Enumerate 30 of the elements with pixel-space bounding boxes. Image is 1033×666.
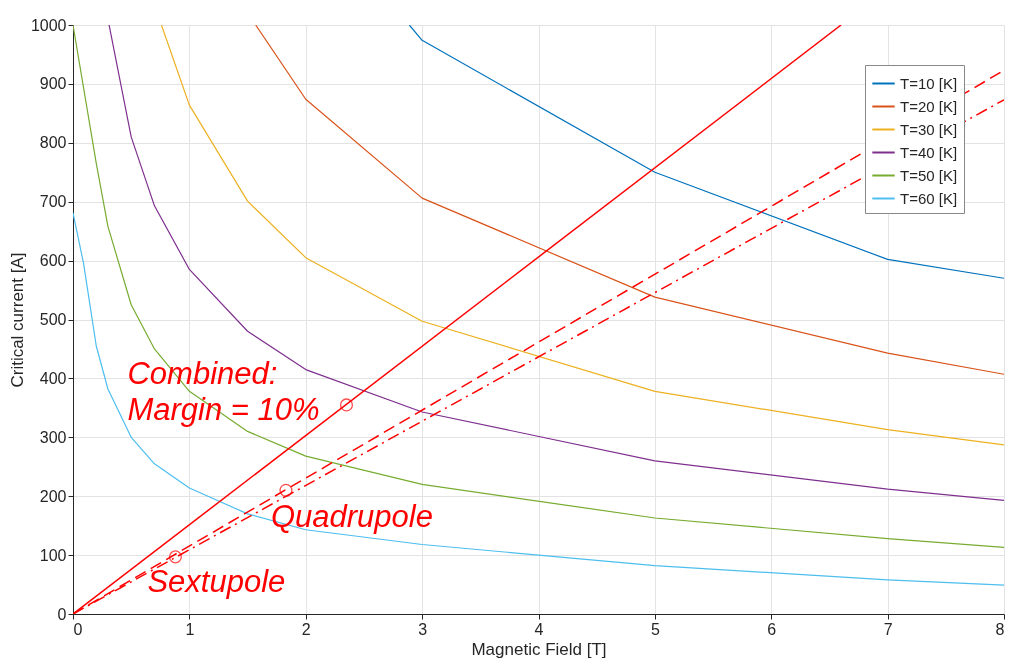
y-tick-label: 700: [39, 193, 67, 211]
legend-label: T=50 [K]: [900, 166, 958, 184]
y-tick-label: 900: [39, 75, 67, 93]
legend-label: T=40 [K]: [900, 143, 958, 161]
legend-label: T=30 [K]: [900, 120, 958, 138]
x-tick-label: 7: [883, 620, 893, 638]
legend-label: T=10 [K]: [900, 74, 958, 92]
y-tick-label: 400: [39, 369, 67, 387]
legend-label: T=20 [K]: [900, 97, 958, 115]
y-axis-title: Critical current [A]: [7, 252, 27, 388]
y-tick-label: 100: [39, 546, 67, 564]
x-tick-label: 3: [418, 620, 428, 638]
x-tick-label: 6: [767, 620, 777, 638]
y-tick-label: 300: [39, 428, 67, 446]
y-tick-label: 200: [39, 487, 67, 505]
y-tick-label: 1000: [30, 16, 67, 34]
x-tick-label: 0: [73, 620, 83, 638]
x-tick-label: 5: [650, 620, 660, 638]
x-tick-label: 1: [185, 620, 195, 638]
x-tick-label: 2: [301, 620, 311, 638]
annotation: Sextupole: [147, 563, 286, 599]
annotation: Quadrupole: [270, 499, 433, 535]
x-tick-label: 8: [995, 620, 1005, 638]
x-tick-label: 4: [534, 620, 544, 638]
y-tick-label: 600: [39, 252, 67, 270]
legend-label: T=60 [K]: [900, 189, 958, 207]
x-axis-title: Magnetic Field [T]: [471, 639, 607, 659]
y-tick-label: 800: [39, 134, 67, 152]
y-tick-label: 500: [39, 311, 67, 328]
y-tick-label: 0: [57, 605, 67, 623]
